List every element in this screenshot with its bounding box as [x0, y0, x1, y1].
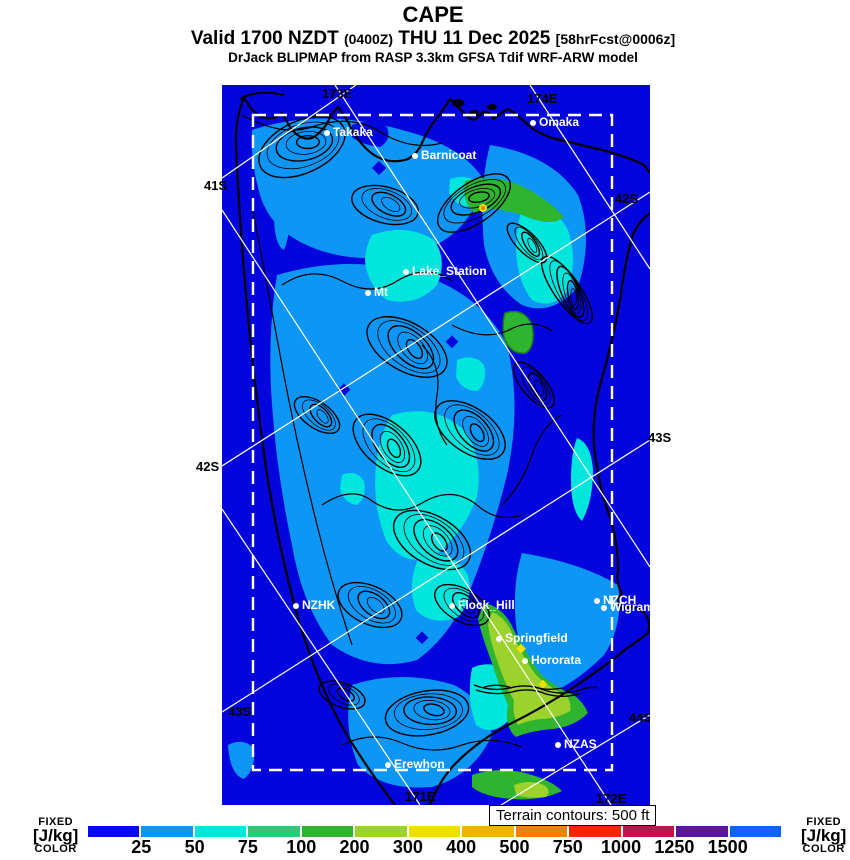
map-artwork	[222, 85, 650, 805]
colorbar-segment-1	[141, 826, 193, 837]
grid-label-outside-41s: 41S	[204, 178, 228, 193]
colorbar-tick-25: 25	[131, 837, 152, 857]
colorbar-tick-100: 100	[286, 837, 317, 857]
forecast-tag: [58hrFcst@0006z]	[555, 31, 676, 47]
unit-fixed: FIXED	[38, 816, 74, 828]
unit-color: COLOR	[34, 843, 77, 855]
page-title: CAPE	[402, 2, 464, 27]
model-line: DrJack BLIPMAP from RASP 3.3km GFSA Tdif…	[228, 50, 638, 65]
grid-label-outside-42s: 42S	[196, 459, 220, 474]
station-label: Omaka	[539, 115, 580, 129]
colorbar-tick-1500: 1500	[707, 837, 748, 857]
colorbar-segment-12	[729, 826, 782, 837]
colorbar-unit-right: FIXED [J/kg] COLOR	[801, 817, 846, 855]
valid-date: THU 11 Dec 2025	[398, 28, 551, 49]
colorbar-segment-10	[622, 826, 675, 837]
colorbar-tick-750: 750	[552, 837, 583, 857]
station-dot	[324, 130, 330, 136]
station-dot	[403, 269, 409, 275]
colorbar-segment-5	[355, 826, 407, 837]
colorbar-tick-75: 75	[237, 837, 258, 857]
grid-label-42s: 42S	[615, 191, 639, 206]
colorbar-segment-2	[194, 826, 247, 837]
terrain-note: Terrain contours: 500 ft	[489, 805, 657, 826]
colorbar-tick-1250: 1250	[654, 837, 695, 857]
station-dot	[522, 658, 528, 664]
unit-jkg: [J/kg]	[801, 826, 847, 845]
colorbar-tick-400: 400	[446, 837, 477, 857]
grid-label-173e: 173E	[322, 86, 353, 101]
colorbar-unit-left: FIXED [J/kg] COLOR	[33, 817, 78, 855]
station-label: Barnicoat	[421, 148, 477, 162]
colorbar-tick-300: 300	[392, 837, 423, 857]
unit-fixed: FIXED	[806, 816, 842, 828]
colorbar-segment-7	[462, 826, 514, 837]
valid-zulu: (0400Z)	[343, 31, 393, 47]
colorbar-segment-4	[301, 826, 354, 837]
station-dot	[412, 153, 418, 159]
station-label: Takaka	[333, 125, 373, 139]
station-dot	[496, 636, 502, 642]
grid-label-outside-43s: 43S	[648, 430, 672, 445]
colorbar-tick-200: 200	[339, 837, 370, 857]
station-dot	[601, 605, 607, 611]
valid-time-line: Valid 1700 NZDT (0400Z) THU 11 Dec 2025 …	[0, 28, 850, 50]
station-label: Erewhon	[394, 757, 445, 771]
colorbar-segment-9	[569, 826, 621, 837]
grid-label-172e: 172E	[596, 791, 627, 805]
grid-label-171e: 171E	[405, 789, 436, 804]
colorbar-tick-500: 500	[499, 837, 530, 857]
station-label: NZCH	[603, 593, 637, 607]
station-label: NZAS	[564, 737, 597, 751]
station-dot	[385, 762, 391, 768]
station-label: Flock_Hill	[458, 598, 515, 612]
colorbar-segment-11	[676, 826, 728, 837]
station-label: NZHK	[302, 598, 336, 612]
forecast-map: Takaka Barnicoat Omaka Lake_Station Mt NZHK Fl…	[222, 85, 650, 805]
colorbar-tick-50: 50	[184, 837, 205, 857]
colorbar-segment-3	[248, 826, 300, 837]
grid-label-44s: 44S	[629, 710, 650, 725]
station-label: Hororata	[531, 653, 582, 667]
colorbar-segment-8	[515, 826, 568, 837]
station-label: Lake_Station	[412, 264, 487, 278]
station-label: Mt	[374, 285, 388, 299]
unit-jkg: [J/kg]	[33, 826, 79, 845]
station-dot	[365, 290, 371, 296]
map-overlay: Takaka Barnicoat Omaka Lake_Station Mt NZHK Fl…	[222, 85, 650, 805]
colorbar-tick-1000: 1000	[601, 837, 642, 857]
grid-label-43s: 43S	[228, 704, 252, 719]
station-dot	[594, 598, 600, 604]
grid-label-174e: 174E	[527, 91, 558, 106]
valid-prefix: Valid 1700 NZDT	[190, 28, 339, 49]
unit-color: COLOR	[802, 843, 845, 855]
station-dot	[293, 603, 299, 609]
colorbar-segment-6	[408, 826, 461, 837]
header: CAPE Valid 1700 NZDT (0400Z) THU 11 Dec …	[0, 2, 850, 66]
station-dot	[530, 120, 536, 126]
station-dot	[555, 742, 561, 748]
colorbar	[88, 826, 782, 837]
station-label: Springfield	[505, 631, 568, 645]
station-label: Wigram	[610, 600, 650, 614]
colorbar-segment-0	[88, 826, 140, 837]
station-dot	[449, 603, 455, 609]
